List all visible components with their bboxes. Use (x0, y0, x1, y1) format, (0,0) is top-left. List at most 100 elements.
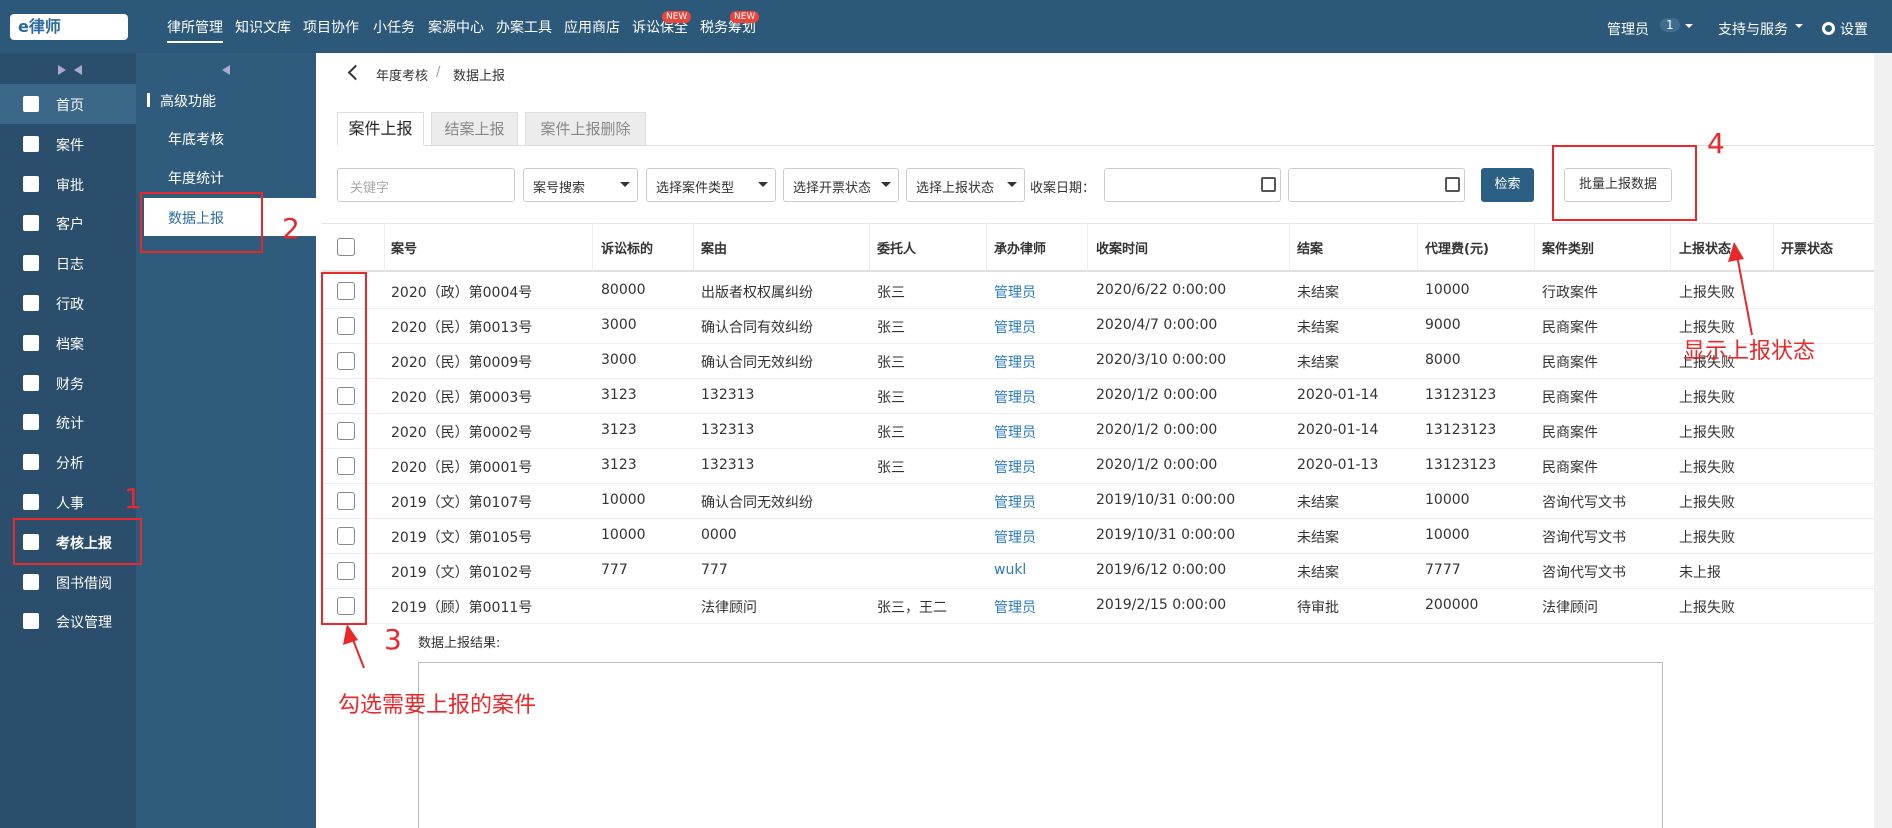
col-divider (869, 223, 870, 271)
nav-item[interactable]: 案源中心 (428, 20, 484, 36)
table-cell: 3123 (601, 422, 637, 438)
user-name[interactable]: 管理员 (1607, 22, 1649, 38)
table-cell: 2020/3/10 0:00:00 (1096, 352, 1227, 368)
sidebar-item[interactable]: 统计 (56, 416, 84, 433)
sidebar-item[interactable]: 人事 (56, 496, 84, 512)
user-count: 1 (1660, 18, 1680, 32)
col-divider (1417, 223, 1418, 271)
lawyer-link[interactable]: 管理员 (994, 285, 1036, 301)
column-header: 案由 (701, 242, 728, 257)
table-cell: 7777 (1425, 562, 1461, 578)
lawyer-link[interactable]: 管理员 (994, 495, 1036, 511)
table-border (322, 270, 1874, 272)
col-divider (1773, 223, 1774, 271)
sidebar-item[interactable]: 会议管理 (56, 615, 112, 632)
table-cell: 张三 (877, 460, 905, 476)
table-cell: 2020（民）第0013号 (391, 320, 533, 336)
checkbox[interactable] (337, 562, 355, 580)
sidebar-item[interactable]: 案件 (56, 137, 84, 154)
checkbox[interactable] (337, 457, 355, 475)
lawyer-link[interactable]: 管理员 (994, 355, 1036, 371)
sidebar-item[interactable]: 分析 (56, 456, 84, 473)
lawyer-link[interactable]: 管理员 (994, 530, 1036, 546)
table-cell: 132313 (701, 422, 755, 438)
support-menu[interactable]: 支持与服务 (1718, 22, 1788, 38)
subnav-item[interactable]: 数据上报 (168, 211, 224, 227)
row-divider (322, 553, 1874, 554)
nav-item[interactable]: 小任务 (373, 20, 415, 36)
lawyer-link[interactable]: wukl (994, 562, 1027, 578)
subnav-title: 高级功能 (160, 94, 216, 110)
select[interactable] (646, 168, 776, 202)
select[interactable] (783, 168, 899, 202)
date-input[interactable] (1288, 168, 1465, 202)
sidebar-item[interactable]: 客户 (56, 217, 84, 234)
settings[interactable]: 设置 (1840, 22, 1868, 38)
lawyer-link[interactable]: 管理员 (994, 460, 1036, 476)
nav-item[interactable]: 律所管理 (167, 17, 223, 43)
checkbox[interactable] (337, 352, 355, 370)
step-number: 4 (1707, 127, 1725, 160)
sidebar-item[interactable]: 审批 (56, 177, 84, 194)
sidebar-item[interactable]: 日志 (56, 257, 84, 274)
table-cell: 未结案 (1297, 285, 1339, 301)
table-cell: 13123123 (1425, 457, 1497, 473)
sidebar-item[interactable]: 考核上报 (56, 535, 112, 552)
checkbox[interactable] (337, 238, 355, 256)
nav-item[interactable]: 项目协作 (303, 20, 359, 36)
checkbox[interactable] (337, 317, 355, 335)
lawyer-link[interactable]: 管理员 (994, 390, 1036, 406)
breadcrumb-item: 数据上报 (453, 69, 506, 84)
checkbox[interactable] (337, 422, 355, 440)
batch-button[interactable]: 批量上报数据 (1564, 168, 1672, 202)
table-cell: 777 (601, 562, 628, 578)
lawyer-link[interactable]: 管理员 (994, 320, 1036, 336)
table-cell: 2020-01-13 (1297, 457, 1379, 473)
table-cell: 2020/1/2 0:00:00 (1096, 457, 1218, 473)
table-cell: 80000 (601, 282, 646, 298)
table-cell: 确认合同无效纠纷 (701, 495, 813, 511)
checkbox[interactable] (337, 492, 355, 510)
subnav-item[interactable]: 年底考核 (168, 132, 224, 148)
breadcrumb-item[interactable]: 年度考核 (376, 69, 429, 84)
checkbox[interactable] (337, 597, 355, 615)
table-cell: 200000 (1425, 597, 1479, 613)
checkbox[interactable] (337, 282, 355, 300)
lawyer-link[interactable]: 管理员 (994, 425, 1036, 441)
lawyer-link[interactable]: 管理员 (994, 600, 1036, 616)
tab[interactable]: 结案上报 (431, 112, 518, 146)
checkbox[interactable] (337, 527, 355, 545)
table-cell: 未上报 (1679, 565, 1721, 581)
sidebar-item[interactable]: 财务 (56, 376, 84, 393)
select-label: 案号搜索 (533, 181, 586, 196)
search-button[interactable]: 检索 (1481, 168, 1534, 202)
select[interactable] (523, 168, 638, 202)
result-label: 数据上报结果: (418, 636, 501, 651)
table-cell: 上报失败 (1679, 530, 1735, 546)
tab[interactable]: 案件上报 (337, 112, 424, 146)
back-icon[interactable] (347, 64, 364, 81)
sidebar-icon (23, 334, 39, 351)
nav-item[interactable]: 税务筹划 (700, 20, 756, 36)
nav-item[interactable]: 应用商店 (564, 20, 620, 36)
select[interactable] (906, 168, 1025, 202)
table-cell: 2019/10/31 0:00:00 (1096, 492, 1236, 508)
keyword-input[interactable] (337, 168, 515, 202)
sidebar-icon (23, 573, 39, 590)
checkbox[interactable] (337, 387, 355, 405)
subnav-item[interactable]: 年度统计 (168, 171, 224, 187)
table-cell: 未结案 (1297, 530, 1339, 546)
row-divider (322, 588, 1874, 589)
sidebar-item[interactable]: 首页 (56, 98, 84, 114)
sidebar-item[interactable]: 行政 (56, 297, 84, 313)
tab[interactable]: 案件上报删除 (525, 112, 646, 146)
date-input[interactable] (1104, 168, 1281, 202)
nav-item[interactable]: 知识文库 (235, 20, 291, 36)
sidebar-item[interactable]: 档案 (56, 336, 84, 353)
nav-item[interactable]: 诉讼保全 (632, 20, 688, 36)
sidebar-item[interactable]: 图书借阅 (56, 575, 112, 592)
table-cell: 2020（民）第0002号 (391, 425, 533, 441)
row-divider (322, 378, 1874, 379)
nav-item[interactable]: 办案工具 (496, 20, 552, 36)
